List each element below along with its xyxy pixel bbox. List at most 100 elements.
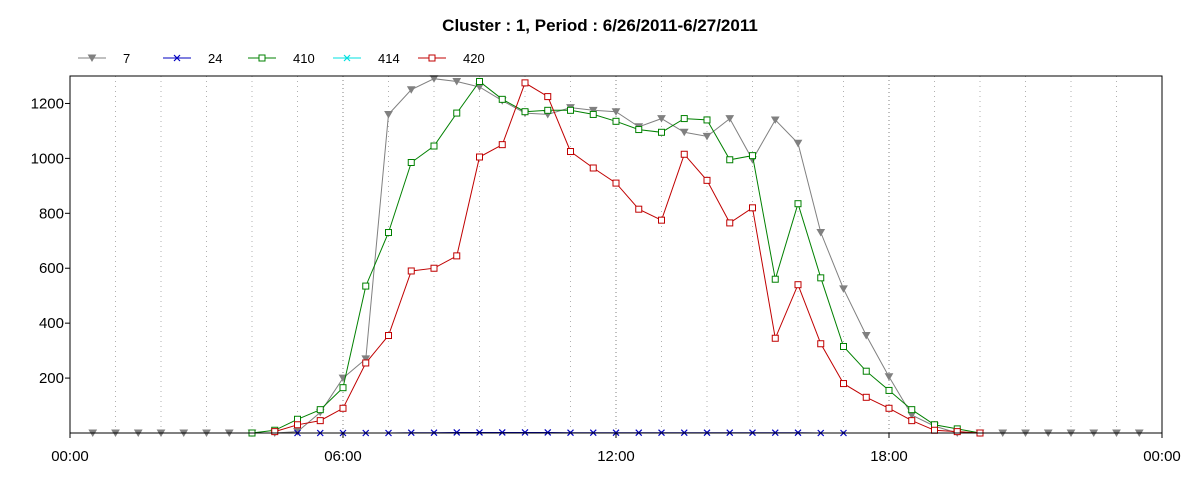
data-point <box>657 115 666 123</box>
axes: 200 400 600 800 1000 1200 00:00 06:00 12:00 18:00… <box>31 75 1181 465</box>
data-point <box>339 404 347 412</box>
y-tick-label: 400 <box>39 315 64 332</box>
data-point <box>931 426 938 434</box>
data-point <box>453 429 461 436</box>
data-point <box>611 108 621 116</box>
data-point <box>452 77 462 86</box>
legend: 7 24 410 414 420 <box>78 51 485 66</box>
data-point <box>521 108 529 116</box>
data-point <box>430 142 438 150</box>
data-point <box>589 110 597 118</box>
data-point <box>908 406 916 414</box>
data-point <box>476 429 483 436</box>
data-point <box>771 275 779 283</box>
data-point <box>658 216 665 224</box>
data-point <box>794 200 802 208</box>
legend-item-7: 7 <box>78 51 130 66</box>
data-point <box>498 141 506 149</box>
data-point <box>817 340 825 348</box>
data-point <box>771 334 779 342</box>
plot-frame <box>69 75 1163 434</box>
data-point <box>407 267 415 275</box>
legend-item-410: 410 <box>248 51 315 66</box>
data-point <box>498 95 506 103</box>
legend-label: 410 <box>293 51 315 66</box>
x-tick-label: 12:00 <box>597 448 635 465</box>
series-line-7 <box>92 78 1140 434</box>
data-point <box>749 204 756 212</box>
legend-marker <box>428 54 436 62</box>
data-point <box>316 406 324 414</box>
data-point <box>567 106 574 114</box>
grid <box>115 76 1117 433</box>
data-point <box>361 355 371 363</box>
data-point <box>385 229 392 237</box>
series-420 <box>271 79 984 437</box>
data-point <box>453 252 461 260</box>
data-point <box>476 77 483 85</box>
legend-item-414: 414 <box>333 51 400 66</box>
data-point <box>953 428 961 436</box>
legend-item-420: 420 <box>418 51 485 66</box>
data-point <box>770 116 780 124</box>
data-point <box>430 264 438 272</box>
data-point <box>817 274 825 282</box>
data-point <box>476 153 483 161</box>
y-tick-label: 200 <box>39 370 64 387</box>
data-point <box>702 132 712 141</box>
data-point <box>362 282 370 290</box>
data-point <box>453 109 461 117</box>
data-point <box>362 359 370 367</box>
data-point <box>635 126 643 134</box>
legend-marker <box>258 54 266 62</box>
y-tick-label: 800 <box>39 205 64 222</box>
legend-label: 420 <box>463 51 485 66</box>
chart-title: Cluster : 1, Period : 6/26/2011-6/27/201… <box>442 16 758 35</box>
series-line-420 <box>274 82 981 434</box>
y-tick-label: 600 <box>39 260 64 277</box>
y-tick-label: 1000 <box>31 150 64 167</box>
x-tick-label: 00:00 <box>51 448 89 465</box>
legend-marker <box>87 54 97 62</box>
data-point <box>680 150 688 158</box>
data-point <box>567 148 574 156</box>
data-point <box>544 93 552 101</box>
data-point <box>406 86 416 94</box>
data-point <box>908 417 916 425</box>
data-point <box>588 106 598 115</box>
data-point <box>885 386 893 394</box>
data-point <box>794 281 802 289</box>
data-point <box>521 429 529 436</box>
data-point <box>635 205 643 213</box>
data-point <box>703 176 711 184</box>
data-point <box>816 229 826 237</box>
data-point <box>862 393 870 401</box>
y-tick-label: 1200 <box>31 95 64 112</box>
legend-marker <box>173 54 181 62</box>
data-point <box>884 373 894 381</box>
data-point <box>612 179 620 187</box>
data-point <box>544 429 552 436</box>
data-point <box>680 115 688 123</box>
data-point <box>839 285 848 293</box>
data-point <box>612 117 620 125</box>
data-point <box>703 116 711 124</box>
legend-label: 7 <box>123 51 130 66</box>
legend-label: 414 <box>378 51 400 66</box>
series-7 <box>88 75 1144 437</box>
data-point <box>726 219 734 227</box>
legend-label: 24 <box>208 51 222 66</box>
data-point <box>749 152 756 160</box>
data-point <box>316 417 324 425</box>
series-layer <box>88 75 1144 437</box>
x-tick-label: 18:00 <box>870 448 908 465</box>
x-tick-label: 00:00 <box>1143 448 1181 465</box>
data-point <box>679 128 689 137</box>
x-tick-label: 06:00 <box>324 448 362 465</box>
data-point <box>885 404 893 412</box>
data-point <box>862 367 870 375</box>
data-point <box>407 159 415 167</box>
data-point <box>385 332 392 340</box>
data-point <box>861 332 871 340</box>
